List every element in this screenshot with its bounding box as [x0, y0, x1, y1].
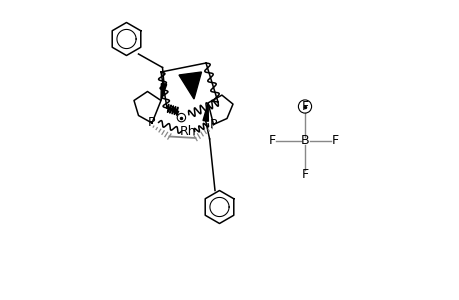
Text: F: F [301, 167, 308, 181]
Text: Rh: Rh [179, 125, 196, 139]
Text: F: F [331, 134, 338, 148]
Polygon shape [179, 72, 201, 99]
Text: P: P [209, 118, 217, 131]
Text: P: P [148, 116, 156, 130]
Polygon shape [161, 83, 166, 100]
Polygon shape [202, 103, 208, 121]
Text: B: B [300, 134, 308, 148]
Text: F: F [268, 134, 275, 148]
Text: F: F [301, 100, 308, 113]
